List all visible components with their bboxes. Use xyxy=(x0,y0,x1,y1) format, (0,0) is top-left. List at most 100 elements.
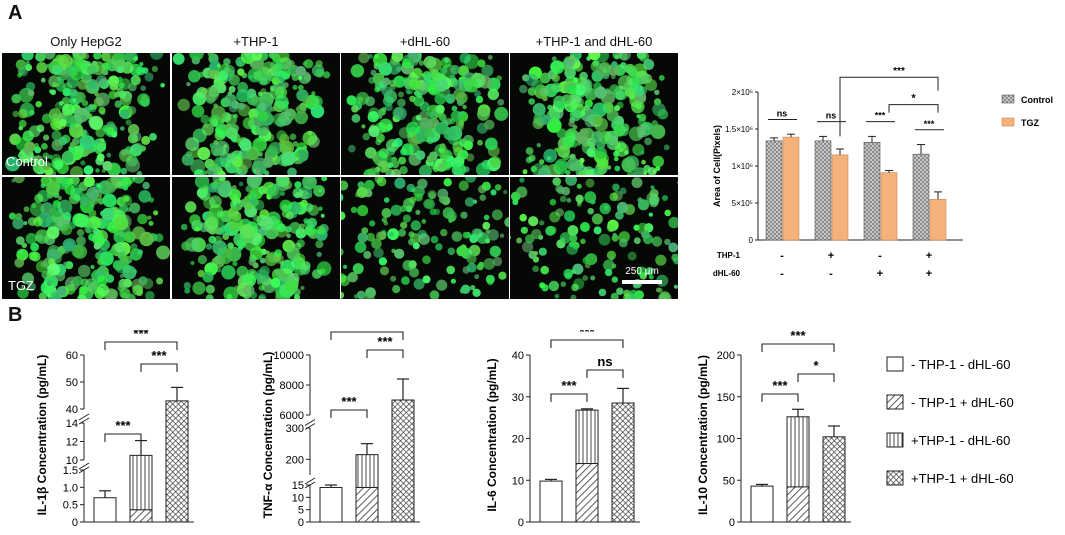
cell-blob xyxy=(445,93,456,104)
panel-letter-b: B xyxy=(8,304,23,326)
y-tick-label: 40 xyxy=(512,350,524,362)
cell-blob xyxy=(461,284,471,294)
cell-blob xyxy=(559,195,567,203)
cell-blob xyxy=(551,73,560,83)
cell-blob xyxy=(575,194,584,203)
il10-chart: 0 50 100 150 200 IL-10 Concentration (pg/mL) *… xyxy=(696,330,851,529)
micrograph-tgz-2 xyxy=(172,177,340,299)
cell-blob xyxy=(539,87,549,97)
cell-blob xyxy=(485,238,491,244)
cell-blob xyxy=(466,253,477,264)
cell-blob xyxy=(556,186,565,195)
cell-blob xyxy=(114,216,129,231)
bar-control xyxy=(765,140,783,241)
cell-blob xyxy=(440,150,450,160)
cell-blob xyxy=(462,231,470,239)
cell-blob xyxy=(29,201,45,217)
cell-blob xyxy=(579,128,589,138)
cell-blob xyxy=(83,165,94,175)
cell-blob xyxy=(85,227,91,234)
cell-blob xyxy=(301,261,311,271)
cell-blob xyxy=(536,143,541,148)
cell-blob xyxy=(648,212,653,217)
cell-blob xyxy=(576,183,582,189)
cell-blob xyxy=(565,105,571,111)
cell-blob xyxy=(627,171,635,175)
cell-blob xyxy=(294,181,302,189)
cell-blob xyxy=(275,117,286,128)
cell-blob xyxy=(263,160,271,168)
cell-blob xyxy=(25,232,37,245)
cell-blob xyxy=(516,186,528,198)
cell-blob xyxy=(394,248,405,259)
cell-blob xyxy=(595,62,611,78)
cell-blob xyxy=(249,89,254,94)
cell-blob xyxy=(123,195,130,202)
y-tick-label: 10 xyxy=(292,492,304,504)
cell-blob xyxy=(96,183,101,189)
cell-blob xyxy=(25,81,36,92)
cell-blob xyxy=(663,144,670,151)
cell-blob xyxy=(416,132,426,142)
bar-thp1-only xyxy=(575,409,599,465)
cell-blob xyxy=(62,87,72,97)
cell-blob xyxy=(141,94,148,101)
y-tick-label: 1.5 xyxy=(63,465,78,477)
cell-blob xyxy=(133,56,139,61)
cell-blob xyxy=(74,213,89,228)
cell-blob xyxy=(56,76,62,82)
cell-blob xyxy=(120,167,128,175)
cell-blob xyxy=(398,228,406,237)
cell-blob xyxy=(362,133,370,141)
cell-blob xyxy=(342,264,348,269)
legend-panel-b: - THP-1 - dHL-60 - THP-1 + dHL-60 +THP-1 -… xyxy=(886,356,1014,486)
cell-blob xyxy=(46,226,60,240)
cell-blob xyxy=(658,293,668,299)
cell-blob xyxy=(618,238,628,248)
cell-blob xyxy=(621,157,636,172)
cell-blob xyxy=(197,255,207,265)
cell-blob xyxy=(341,193,344,202)
cell-blob xyxy=(227,242,234,249)
micrograph-control-3 xyxy=(341,53,509,175)
cell-blob xyxy=(242,284,255,297)
row-label-thp1: THP-1 xyxy=(717,251,741,260)
legend-swatch xyxy=(886,394,904,410)
cell-blob xyxy=(418,233,430,245)
cell-blob xyxy=(27,89,35,97)
cell-blob xyxy=(190,261,195,265)
cell-blob xyxy=(451,162,466,175)
cell-blob xyxy=(539,159,545,165)
dhl60-sign: + xyxy=(926,268,932,280)
cell-blob xyxy=(311,91,316,96)
cell-blob xyxy=(458,120,465,127)
cell-blob xyxy=(303,73,312,82)
cell-blob xyxy=(305,177,315,185)
cell-blob xyxy=(618,147,624,152)
cell-blob xyxy=(56,286,67,296)
cell-blob xyxy=(588,53,601,61)
column-title-thp1-dhl60: +THP-1 and dHL-60 xyxy=(535,34,653,49)
cell-blob xyxy=(568,58,575,66)
cell-blob xyxy=(614,156,619,162)
cell-blob xyxy=(181,153,194,166)
cell-blob xyxy=(116,65,125,73)
micrograph-image xyxy=(341,53,509,175)
cell-blob xyxy=(596,131,604,140)
cell-blob xyxy=(638,53,650,62)
cell-blob xyxy=(238,102,246,110)
cell-blob xyxy=(554,158,568,172)
cell-blob xyxy=(82,53,90,60)
cell-blob xyxy=(45,181,60,196)
cell-blob xyxy=(80,160,86,166)
cell-blob xyxy=(548,226,557,235)
cell-blob xyxy=(38,292,47,299)
cell-blob xyxy=(364,292,375,299)
cell-blob xyxy=(450,64,460,75)
y-tick-label: 10 xyxy=(66,455,78,467)
y-tick-label: 0 xyxy=(72,517,78,529)
cell-blob xyxy=(420,127,427,134)
cell-blob xyxy=(624,65,633,74)
cell-blob xyxy=(446,265,455,275)
bracket xyxy=(140,363,178,372)
